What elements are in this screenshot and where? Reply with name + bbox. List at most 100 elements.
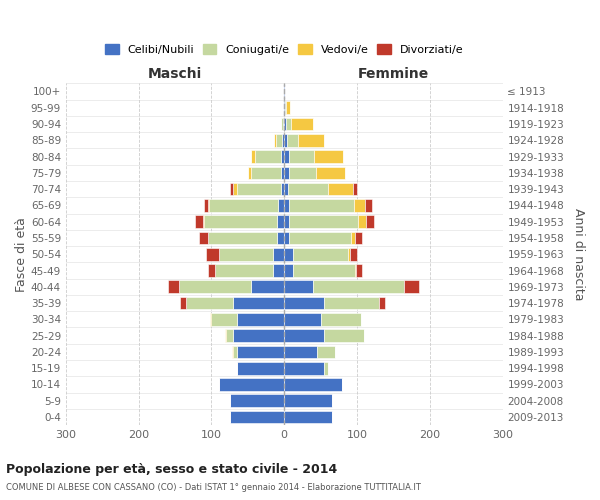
- Bar: [354, 199, 365, 212]
- Bar: [284, 248, 293, 260]
- Bar: [230, 410, 284, 424]
- Bar: [350, 248, 357, 260]
- Bar: [284, 394, 332, 407]
- Bar: [356, 264, 362, 277]
- Bar: [284, 118, 286, 130]
- Bar: [284, 330, 324, 342]
- Y-axis label: Fasce di età: Fasce di età: [15, 217, 28, 292]
- Bar: [206, 248, 219, 260]
- Bar: [283, 118, 284, 130]
- Legend: Celibi/Nubili, Coniugati/e, Vedovi/e, Divorziati/e: Celibi/Nubili, Coniugati/e, Vedovi/e, Di…: [102, 41, 466, 58]
- Bar: [233, 296, 284, 310]
- Bar: [276, 134, 282, 146]
- Bar: [289, 232, 351, 244]
- Bar: [230, 183, 233, 196]
- Bar: [219, 378, 284, 391]
- Bar: [281, 150, 284, 163]
- Bar: [289, 199, 354, 212]
- Bar: [347, 248, 350, 260]
- Bar: [274, 264, 284, 277]
- Bar: [324, 362, 328, 374]
- Bar: [204, 216, 277, 228]
- Bar: [289, 150, 314, 163]
- Bar: [284, 199, 289, 212]
- Bar: [314, 150, 343, 163]
- Bar: [313, 280, 404, 293]
- Bar: [285, 102, 286, 114]
- Bar: [237, 346, 284, 358]
- Bar: [286, 102, 290, 114]
- Bar: [293, 248, 347, 260]
- Bar: [284, 362, 324, 374]
- Bar: [232, 346, 233, 358]
- Bar: [237, 313, 284, 326]
- Bar: [255, 150, 281, 163]
- Bar: [283, 85, 284, 98]
- Bar: [284, 183, 288, 196]
- Bar: [324, 330, 364, 342]
- Bar: [284, 232, 289, 244]
- Bar: [248, 166, 251, 179]
- Bar: [281, 118, 283, 130]
- Bar: [209, 199, 278, 212]
- Bar: [219, 248, 274, 260]
- Bar: [224, 330, 226, 342]
- Bar: [233, 346, 237, 358]
- Bar: [324, 296, 379, 310]
- Bar: [320, 313, 361, 326]
- Bar: [281, 183, 284, 196]
- Bar: [286, 118, 292, 130]
- Bar: [215, 264, 274, 277]
- Bar: [328, 183, 353, 196]
- Bar: [208, 199, 209, 212]
- Bar: [292, 118, 313, 130]
- Bar: [196, 216, 203, 228]
- Bar: [404, 280, 419, 293]
- Bar: [284, 85, 285, 98]
- Bar: [317, 346, 335, 358]
- Bar: [211, 313, 237, 326]
- Bar: [233, 330, 284, 342]
- Text: Maschi: Maschi: [148, 67, 202, 81]
- Bar: [210, 313, 211, 326]
- Bar: [179, 280, 251, 293]
- Bar: [283, 102, 284, 114]
- Bar: [284, 134, 287, 146]
- Bar: [281, 166, 284, 179]
- Text: COMUNE DI ALBESE CON CASSANO (CO) - Dati ISTAT 1° gennaio 2014 - Elaborazione TU: COMUNE DI ALBESE CON CASSANO (CO) - Dati…: [6, 482, 421, 492]
- Bar: [366, 216, 374, 228]
- Bar: [284, 216, 289, 228]
- Bar: [274, 248, 284, 260]
- Bar: [293, 264, 355, 277]
- Bar: [351, 232, 355, 244]
- Bar: [289, 166, 316, 179]
- Text: Femmine: Femmine: [358, 67, 429, 81]
- Bar: [278, 199, 284, 212]
- Bar: [353, 183, 357, 196]
- Bar: [230, 394, 284, 407]
- Bar: [288, 183, 328, 196]
- Bar: [203, 216, 204, 228]
- Bar: [226, 330, 233, 342]
- Bar: [284, 280, 313, 293]
- Y-axis label: Anni di nascita: Anni di nascita: [572, 208, 585, 300]
- Bar: [298, 134, 323, 146]
- Bar: [365, 199, 372, 212]
- Bar: [168, 280, 179, 293]
- Bar: [358, 216, 366, 228]
- Bar: [233, 183, 237, 196]
- Bar: [180, 296, 186, 310]
- Bar: [208, 232, 277, 244]
- Bar: [284, 150, 289, 163]
- Bar: [284, 346, 317, 358]
- Bar: [284, 264, 293, 277]
- Bar: [277, 216, 284, 228]
- Bar: [251, 150, 255, 163]
- Bar: [282, 134, 284, 146]
- Bar: [379, 296, 385, 310]
- Bar: [204, 199, 208, 212]
- Bar: [287, 134, 298, 146]
- Bar: [284, 166, 289, 179]
- Bar: [251, 166, 281, 179]
- Bar: [186, 296, 233, 310]
